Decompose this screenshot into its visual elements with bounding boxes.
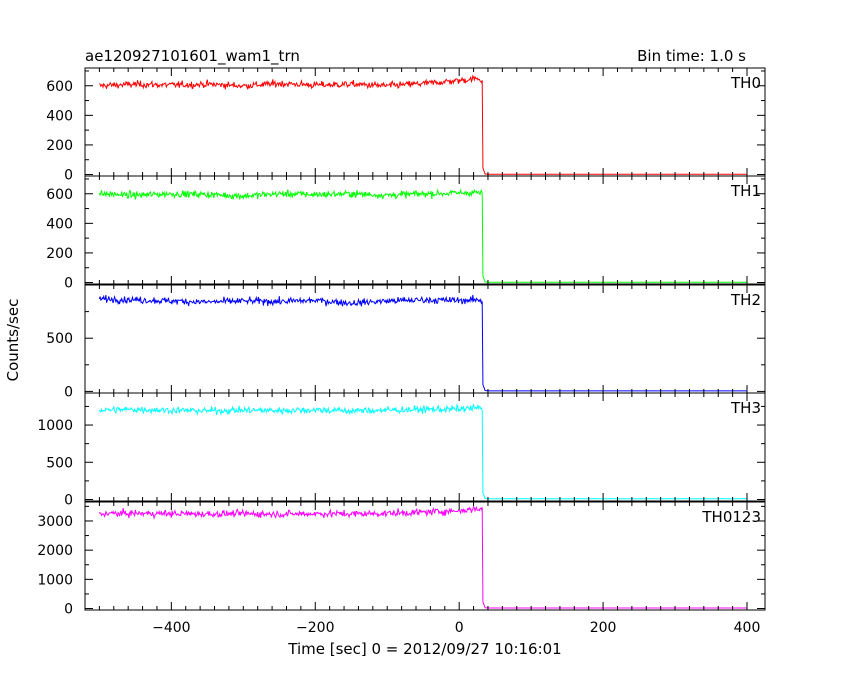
x-tick-label: 200 (590, 620, 617, 636)
panels-group: 0 200 400 600 TH0 0 200 400 600 TH1 0 500 TH2 0 500 100… (37, 67, 766, 636)
y-tick-label: 0 (64, 168, 73, 184)
y-tick-label: 600 (46, 187, 73, 203)
y-tick-label: 500 (46, 455, 73, 471)
y-tick-label: 600 (46, 79, 73, 95)
x-axis-label: Time [sec] 0 = 2012/09/27 10:16:01 (287, 640, 561, 658)
series-label-th1: TH1 (730, 182, 761, 200)
y-tick-label: 2000 (37, 543, 73, 559)
series-line-th1 (98, 188, 748, 283)
plot-title: ae120927101601_wam1_trn (85, 47, 300, 66)
series-line-th3 (98, 403, 748, 500)
y-tick-label: 3000 (37, 514, 73, 530)
panel-frame (84, 501, 766, 611)
panel-frame (84, 392, 766, 502)
series-label-th0: TH0 (730, 74, 761, 92)
y-tick-label: 400 (46, 108, 73, 124)
panel-th3: 0 500 1000 TH3 (37, 392, 766, 509)
series-line-th0 (99, 74, 748, 175)
bin-time-label: Bin time: 1.0 s (637, 47, 746, 65)
y-tick-label: 0 (64, 276, 73, 292)
panel-th0123: 0 1000 2000 3000 TH0123 (37, 501, 766, 618)
y-tick-label: 1000 (37, 418, 73, 434)
y-tick-label: 1000 (37, 572, 73, 588)
x-tick-label: 400 (734, 620, 761, 636)
panel-th1: 0 200 400 600 TH1 (46, 175, 766, 292)
series-line-th0123 (98, 505, 748, 609)
y-tick-label: 200 (46, 138, 73, 154)
x-tick-label: 0 (455, 620, 464, 636)
series-label-th2: TH2 (730, 291, 761, 309)
y-tick-label: 400 (46, 216, 73, 232)
y-tick-label: 500 (46, 331, 73, 347)
x-tick-label: −200 (296, 620, 334, 636)
y-tick-label: 0 (64, 384, 73, 400)
y-tick-label: 0 (64, 602, 73, 618)
series-label-th3: TH3 (730, 399, 761, 417)
series-line-th2 (98, 294, 748, 392)
y-tick-label: 200 (46, 246, 73, 262)
x-tick-label: −400 (152, 620, 190, 636)
panel-th2: 0 500 TH2 (46, 284, 766, 400)
y-tick-label: 0 (64, 493, 73, 509)
y-axis-label: Counts/sec (4, 299, 22, 382)
panel-th0: 0 200 400 600 TH0 (46, 67, 766, 184)
panel-frame (84, 175, 766, 285)
series-label-th0123: TH0123 (701, 508, 761, 526)
